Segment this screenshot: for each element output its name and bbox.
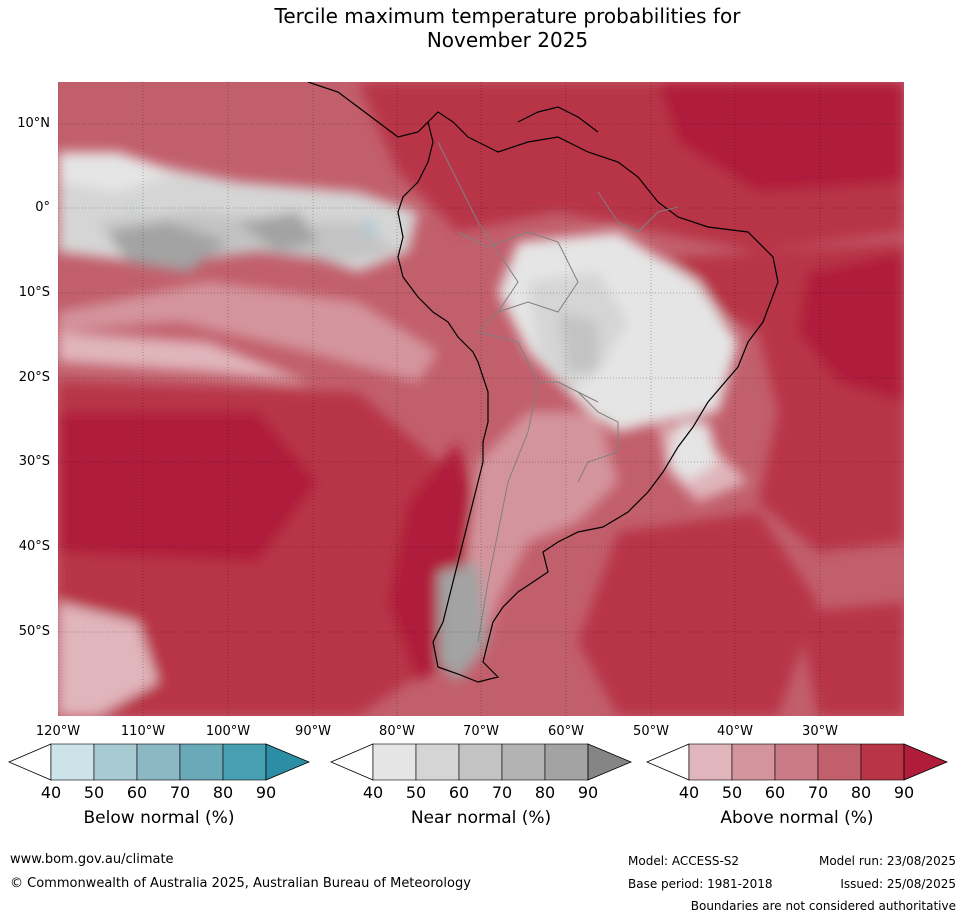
colorbar-segment	[372, 743, 417, 781]
lon-label: 80°W	[379, 724, 415, 739]
colorbar-extend-low	[646, 743, 690, 781]
boundaries-disclaimer: Boundaries are not considered authoritat…	[690, 899, 956, 913]
colorbar-segment	[860, 743, 905, 781]
colorbar-label-above: Above normal (%)	[720, 808, 874, 828]
colorbar-segment	[544, 743, 589, 781]
lat-label: 10°N	[17, 116, 50, 131]
graticule	[58, 82, 904, 716]
colorbar-segment	[179, 743, 224, 781]
lon-label: 100°W	[205, 724, 251, 739]
colorbar-tick-label: 40	[362, 783, 384, 802]
colorbar-near-normal	[330, 743, 632, 781]
colorbar-tick-label: 90	[255, 783, 277, 802]
model-run-info: Model run: 23/08/2025	[818, 854, 956, 868]
base-period-info: Base period: 1981-2018	[628, 877, 773, 891]
title-line-2: November 2025	[426, 28, 589, 52]
colorbar-segment	[458, 743, 503, 781]
colorbar-segment	[774, 743, 819, 781]
colorbar-label-below: Below normal (%)	[83, 808, 235, 828]
colorbar-tick-label: 80	[534, 783, 556, 802]
lon-label: 30°W	[802, 724, 838, 739]
copyright-text: © Commonwealth of Australia 2025, Austra…	[10, 876, 471, 891]
colorbar-extend-low	[8, 743, 52, 781]
website-link[interactable]: www.bom.gov.au/climate	[10, 852, 174, 867]
colorbar-tick-label: 60	[126, 783, 148, 802]
lat-label: 50°S	[18, 624, 50, 639]
colorbar-segment	[93, 743, 138, 781]
lon-label: 110°W	[120, 724, 166, 739]
colorbar-extend-high	[587, 743, 632, 781]
lat-label: 0°	[35, 200, 50, 215]
colorbar-segment	[136, 743, 181, 781]
title-line-1: Tercile maximum temperature probabilitie…	[274, 4, 741, 28]
lon-label: 90°W	[295, 724, 331, 739]
lon-label: 40°W	[717, 724, 753, 739]
lat-label: 40°S	[18, 539, 50, 554]
colorbar-tick-label: 60	[448, 783, 470, 802]
model-info: Model: ACCESS-S2	[628, 854, 740, 868]
colorbar-tick-label: 40	[678, 783, 700, 802]
colorbar-tick-label: 70	[491, 783, 513, 802]
probability-map	[58, 82, 904, 716]
colorbar-tick-label: 50	[405, 783, 427, 802]
colorbar-extend-low	[330, 743, 374, 781]
colorbar-segment	[222, 743, 267, 781]
colorbar-segment	[501, 743, 546, 781]
colorbar-tick-label: 70	[169, 783, 191, 802]
issued-info: Issued: 25/08/2025	[840, 877, 956, 891]
colorbar-tick-label: 80	[212, 783, 234, 802]
lon-label: 50°W	[633, 724, 669, 739]
lon-label: 60°W	[548, 724, 584, 739]
colorbar-segment	[817, 743, 862, 781]
country-borders	[437, 141, 679, 643]
colorbar-extend-high	[265, 743, 310, 781]
colorbar-tick-label: 80	[850, 783, 872, 802]
colorbar-segment	[415, 743, 460, 781]
colorbar-segment	[731, 743, 776, 781]
lon-label: 120°W	[35, 724, 81, 739]
colorbar-below-normal	[8, 743, 310, 781]
colorbar-tick-label: 50	[721, 783, 743, 802]
colorbar-tick-label: 60	[764, 783, 786, 802]
colorbar-tick-label: 70	[807, 783, 829, 802]
colorbar-extend-high	[903, 743, 948, 781]
colorbar-tick-label: 90	[893, 783, 915, 802]
colorbar-label-near: Near normal (%)	[410, 808, 552, 828]
lat-label: 20°S	[18, 370, 50, 385]
colorbar-tick-label: 40	[40, 783, 62, 802]
lat-label: 10°S	[18, 285, 50, 300]
lat-label: 30°S	[18, 454, 50, 469]
colorbar-above-normal	[646, 743, 948, 781]
chart-title: Tercile maximum temperature probabilitie…	[0, 4, 965, 52]
colorbar-tick-label: 90	[577, 783, 599, 802]
lon-label: 70°W	[463, 724, 499, 739]
coastlines	[307, 82, 779, 683]
colorbar-tick-label: 50	[83, 783, 105, 802]
colorbar-segment	[50, 743, 95, 781]
probability-shading	[58, 82, 904, 716]
colorbar-segment	[688, 743, 733, 781]
